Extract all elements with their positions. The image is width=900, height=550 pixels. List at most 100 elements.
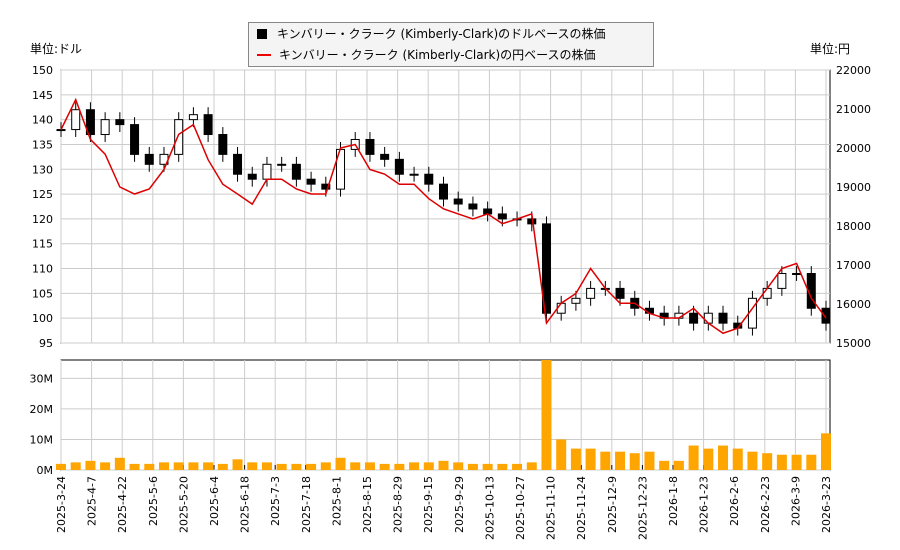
candle-body bbox=[806, 273, 816, 309]
candle-body bbox=[821, 307, 831, 324]
volume-bar bbox=[615, 451, 626, 470]
volume-bar bbox=[718, 445, 729, 470]
candle-body bbox=[71, 109, 81, 131]
volume-bar bbox=[144, 463, 155, 470]
candle-body bbox=[277, 163, 287, 166]
volume-bar bbox=[644, 451, 655, 470]
y-right-tick-label: 18000 bbox=[836, 220, 871, 233]
volume-bar bbox=[732, 448, 743, 470]
candle-body bbox=[56, 129, 66, 132]
candle-body bbox=[247, 173, 257, 180]
volume-bar bbox=[688, 445, 699, 470]
x-tick-label: 2025-5-6 bbox=[147, 476, 160, 526]
volume-bar bbox=[291, 463, 302, 470]
volume-bar bbox=[188, 462, 199, 470]
candle-body bbox=[188, 114, 198, 121]
volume-bar bbox=[261, 462, 272, 470]
volume-bar bbox=[467, 463, 478, 470]
volume-bar bbox=[762, 453, 773, 470]
y-left-tick-label: 125 bbox=[32, 188, 53, 201]
candle-body bbox=[85, 109, 95, 136]
x-tick-label: 2026-3-9 bbox=[789, 476, 802, 526]
x-tick-label: 2025-4-7 bbox=[86, 476, 99, 526]
volume-bar bbox=[747, 451, 758, 470]
candle-body bbox=[130, 124, 140, 155]
x-tick-label: 2026-1-23 bbox=[698, 476, 711, 533]
volume-bar bbox=[776, 454, 787, 470]
y-left-tick-label: 95 bbox=[39, 337, 53, 350]
candle-body bbox=[571, 297, 581, 304]
x-tick-label: 2025-7-18 bbox=[300, 476, 313, 533]
candle-body bbox=[453, 198, 463, 205]
volume-tick-label: 30M bbox=[30, 372, 54, 385]
candle-body bbox=[424, 173, 434, 185]
legend: キンバリー・クラーク (Kimberly-Clark)のドルベースの株価 キンバ… bbox=[248, 22, 654, 67]
volume-bar bbox=[394, 463, 405, 470]
candle-body bbox=[541, 223, 551, 314]
y-left-tick-label: 105 bbox=[32, 287, 53, 300]
volume-bar bbox=[100, 462, 111, 470]
candle-body bbox=[718, 312, 728, 324]
candle-body bbox=[468, 203, 478, 210]
candle-body bbox=[100, 119, 110, 136]
volume-bar bbox=[129, 463, 140, 470]
left-unit-label: 単位:ドル bbox=[30, 42, 83, 56]
candle-body bbox=[233, 153, 243, 175]
volume-bar bbox=[659, 460, 670, 470]
y-left-tick-label: 130 bbox=[32, 163, 53, 176]
volume-plot-frame bbox=[60, 359, 831, 471]
y-left-tick-label: 140 bbox=[32, 114, 53, 127]
x-tick-label: 2025-5-20 bbox=[177, 476, 190, 533]
volume-bar bbox=[335, 457, 346, 470]
volume-bar bbox=[791, 454, 802, 470]
x-tick-label: 2025-7-3 bbox=[269, 476, 282, 526]
x-tick-label: 2025-8-15 bbox=[361, 476, 374, 533]
legend-jpy-swatch bbox=[257, 53, 271, 56]
x-tick-label: 2025-4-22 bbox=[116, 476, 129, 533]
candle-body bbox=[306, 178, 316, 185]
volume-bar bbox=[379, 463, 390, 470]
candle-body bbox=[792, 273, 802, 276]
volume-bar bbox=[232, 459, 243, 470]
volume-bar bbox=[56, 463, 66, 470]
x-tick-label: 2025-9-15 bbox=[422, 476, 435, 533]
volume-bar bbox=[409, 462, 420, 470]
legend-jpy-label: キンバリー・クラーク (Kimberly-Clark)の円ベースの株価 bbox=[279, 48, 596, 62]
volume-bar bbox=[453, 462, 464, 470]
volume-bar bbox=[364, 462, 375, 470]
candle-body bbox=[321, 183, 331, 190]
volume-bar bbox=[512, 463, 523, 470]
volume-bar bbox=[276, 463, 287, 470]
candle-body bbox=[262, 163, 272, 180]
volume-bar bbox=[703, 448, 714, 470]
volume-bar bbox=[320, 462, 331, 470]
volume-bar bbox=[203, 462, 214, 470]
volume-bar bbox=[629, 453, 640, 470]
y-left-tick-label: 145 bbox=[32, 89, 53, 102]
candle-body bbox=[115, 119, 125, 126]
volume-bar bbox=[585, 448, 596, 470]
volume-bar bbox=[114, 457, 125, 470]
x-tick-label: 2025-6-18 bbox=[239, 476, 252, 533]
volume-bar bbox=[600, 451, 611, 470]
x-tick-label: 2025-6-4 bbox=[208, 476, 221, 526]
x-tick-label: 2025-8-1 bbox=[330, 476, 343, 526]
legend-usd-swatch bbox=[257, 28, 267, 39]
volume-tick-label: 20M bbox=[30, 403, 54, 416]
volume-bar bbox=[423, 462, 434, 470]
x-tick-label: 2025-3-24 bbox=[55, 476, 68, 533]
x-tick-label: 2025-11-10 bbox=[545, 476, 558, 540]
candle-body bbox=[291, 163, 301, 180]
y-left-tick-label: 115 bbox=[32, 238, 53, 251]
volume-bar bbox=[541, 360, 552, 470]
y-right-tick-label: 21000 bbox=[836, 103, 871, 116]
y-left-tick-label: 100 bbox=[32, 312, 53, 325]
candle-body bbox=[703, 312, 713, 324]
x-tick-label: 2025-10-27 bbox=[514, 476, 527, 540]
candle-body bbox=[777, 273, 787, 289]
volume-tick-label: 10M bbox=[30, 433, 54, 446]
candle-body bbox=[144, 153, 154, 165]
volume-bar bbox=[526, 462, 537, 470]
volume-bar bbox=[806, 454, 817, 470]
candle-body bbox=[689, 312, 699, 324]
